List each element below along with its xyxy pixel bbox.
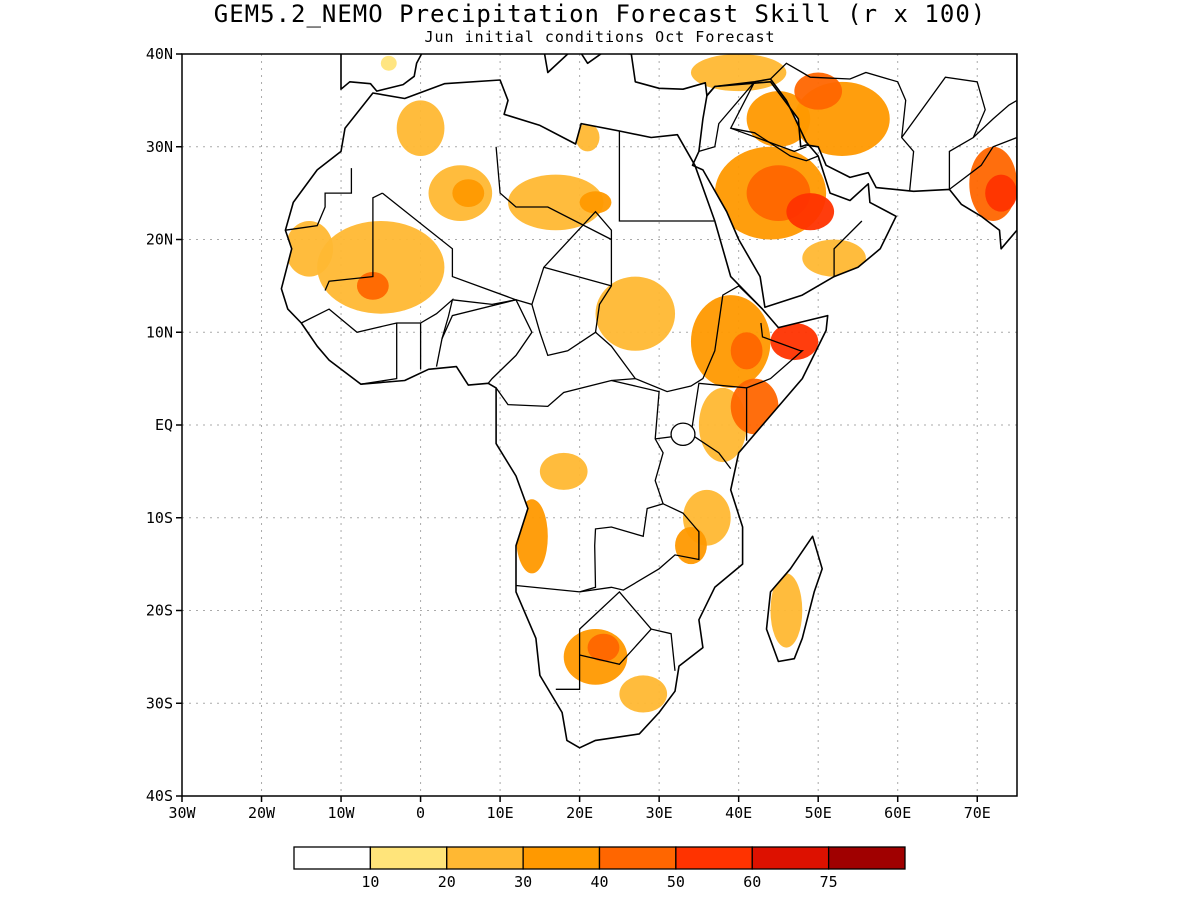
country-border xyxy=(531,304,596,357)
coastline-madagascar xyxy=(765,535,823,663)
colorbar-label: 75 xyxy=(820,873,838,891)
colorbar-label: 50 xyxy=(667,873,685,891)
skill-region-chad-sudan xyxy=(595,276,676,351)
lat-tick-label: 30N xyxy=(146,138,173,156)
country-border xyxy=(901,76,986,190)
coastline-africa xyxy=(280,79,829,749)
colorbar: 10 20 30 40 50 60 75 xyxy=(293,846,906,891)
country-border xyxy=(441,299,533,384)
country-border xyxy=(515,379,664,593)
country-border xyxy=(495,377,636,408)
colorbar-swatch xyxy=(369,846,448,870)
colorbar-label: 30 xyxy=(514,873,532,891)
skill-region-angola xyxy=(516,499,548,574)
colorbar-label: 40 xyxy=(590,873,608,891)
country-border xyxy=(324,192,383,291)
coastlines xyxy=(280,17,1071,749)
coastline-sri xyxy=(1055,332,1071,369)
colorbar-label: 20 xyxy=(438,873,456,891)
lon-tick-label: 20W xyxy=(248,804,276,822)
lon-tick-label: 40E xyxy=(725,804,752,822)
skill-region-algeria-north xyxy=(396,100,445,157)
country-border xyxy=(594,239,763,393)
lon-tick-label: 70E xyxy=(964,804,991,822)
lat-tick-label: 20S xyxy=(146,602,173,620)
map-subtitle: Jun initial conditions Oct Forecast xyxy=(424,28,776,46)
colorbar-swatch xyxy=(598,846,677,870)
lat-tick-label: EQ xyxy=(155,416,173,434)
skill-region-iraq-north xyxy=(746,91,811,147)
colorbar-label: 60 xyxy=(743,873,761,891)
country-border xyxy=(579,503,700,593)
country-border xyxy=(949,136,1017,190)
skill-region-algeria-ahaggar xyxy=(452,179,485,208)
lon-tick-label: 30E xyxy=(646,804,673,822)
lat-tick-label: 30S xyxy=(146,694,173,712)
lat-tick-label: 10N xyxy=(146,323,173,341)
country-border xyxy=(618,131,714,222)
skill-region-south-africa xyxy=(619,675,668,713)
skill-region-libya-coast xyxy=(575,123,600,152)
skill-region-libya-south xyxy=(508,174,604,231)
lat-tick-label: 20N xyxy=(146,231,173,249)
gridlines xyxy=(182,54,1017,796)
colorbar-swatch xyxy=(522,846,601,870)
colorbar-swatch xyxy=(751,846,830,870)
colorbar-swatch xyxy=(446,846,524,870)
skill-region-mali-niger xyxy=(317,220,445,314)
skill-region-congo-central xyxy=(539,452,588,490)
skill-region-somalia-north xyxy=(770,322,819,361)
skill-region-libya-core xyxy=(579,191,612,214)
lon-tick-label: 0 xyxy=(416,804,425,822)
skill-region-north-coast xyxy=(380,55,397,71)
lon-tick-label: 10W xyxy=(328,804,356,822)
skill-shading xyxy=(285,54,1017,713)
lat-tick-label: 10S xyxy=(146,509,173,527)
country-border xyxy=(543,266,612,287)
skill-region-madagascar xyxy=(770,573,803,648)
country-border xyxy=(360,323,398,385)
map-title: GEM5.2_NEMO Precipitation Forecast Skill… xyxy=(213,0,987,28)
country-border xyxy=(730,127,819,162)
country-border xyxy=(690,382,748,441)
skill-region-iraq-gulf xyxy=(786,193,835,231)
lon-tick-label: 20E xyxy=(566,804,593,822)
coastline-eurasia xyxy=(340,54,1017,250)
skill-region-ethiopia-core xyxy=(730,332,763,370)
skill-region-iran-core xyxy=(794,72,843,110)
lake-victoria xyxy=(670,422,696,447)
country-border xyxy=(555,629,581,690)
lat-tick-label: 40N xyxy=(146,45,173,63)
skill-region-mali-core xyxy=(356,271,389,300)
colorbar-swatch xyxy=(675,846,753,870)
skill-region-botswana-core xyxy=(587,633,620,662)
country-border xyxy=(285,168,353,231)
colorbar-swatch xyxy=(827,846,906,870)
skill-region-india-core xyxy=(985,174,1017,212)
colorbar-label: 10 xyxy=(361,873,379,891)
lat-tick-label: 40S xyxy=(146,787,173,805)
lon-tick-label: 50E xyxy=(805,804,832,822)
country-border xyxy=(746,322,805,389)
country-border xyxy=(579,628,652,666)
map-frame xyxy=(181,53,1018,797)
lon-tick-label: 30W xyxy=(168,804,196,822)
country-border xyxy=(770,62,915,192)
country-border xyxy=(972,99,1017,138)
lon-tick-label: 60E xyxy=(884,804,911,822)
country-border xyxy=(833,220,863,277)
lon-tick-label: 10E xyxy=(487,804,514,822)
country-border xyxy=(627,17,643,50)
country-border xyxy=(495,146,612,241)
colorbar-swatch xyxy=(293,846,372,870)
country-border xyxy=(739,17,819,45)
country-border xyxy=(698,81,807,153)
